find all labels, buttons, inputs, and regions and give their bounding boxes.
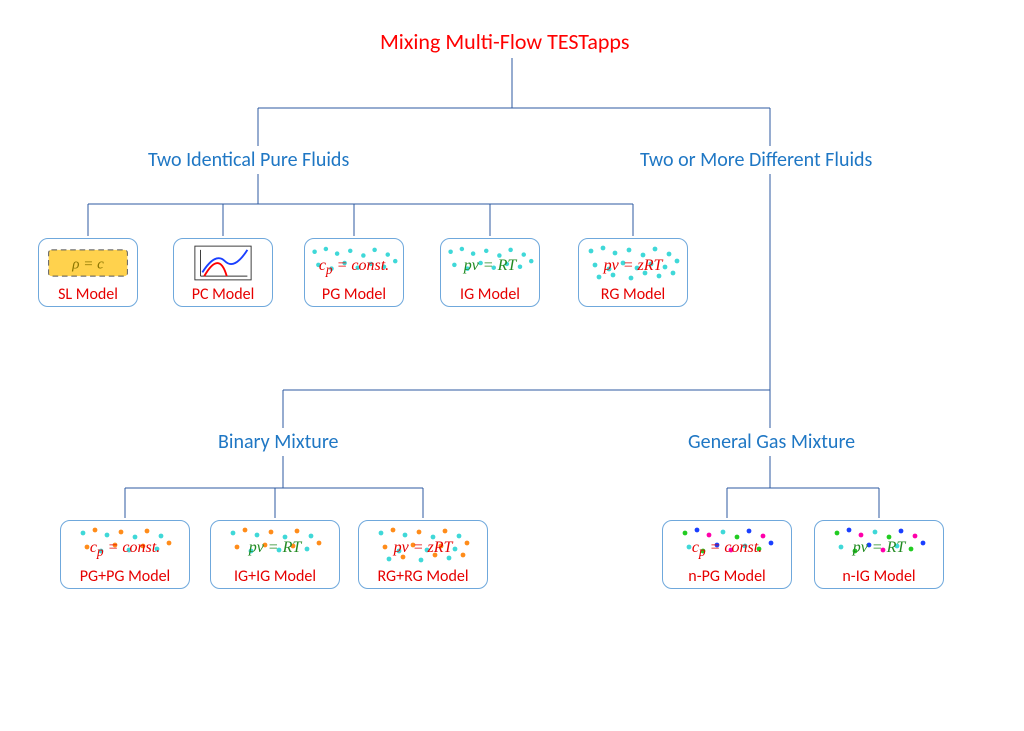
node-sl[interactable]: ρ = c SL Model (38, 238, 138, 307)
node-rg[interactable]: pv = zRT RG Model (578, 238, 688, 307)
subhead-identical: Two Identical Pure Fluids (148, 148, 349, 172)
node-label: PG Model (309, 285, 399, 304)
node-label: PG+PG Model (65, 567, 185, 586)
node-label: n-PG Model (667, 567, 787, 586)
node-label: SL Model (43, 285, 133, 304)
node-label: RG Model (583, 285, 683, 304)
node-nig[interactable]: pv = RT n-IG Model (814, 520, 944, 589)
node-pgpg[interactable]: cp = const. PG+PG Model (60, 520, 190, 589)
formula-text: pv = RT (819, 539, 939, 557)
formula-text: cp = const. (667, 539, 787, 560)
node-pg[interactable]: cp = const. PG Model (304, 238, 404, 307)
node-label: RG+RG Model (363, 567, 483, 586)
formula-text: pv = RT (215, 539, 335, 557)
node-ig[interactable]: pv = RT IG Model (440, 238, 540, 307)
diagram-title: Mixing Multi-Flow TESTapps (380, 28, 629, 55)
node-label: IG Model (445, 285, 535, 304)
node-label: PC Model (178, 285, 268, 304)
connector-layer (0, 0, 1024, 731)
node-icon (178, 243, 268, 283)
svg-text:ρ = c: ρ = c (71, 257, 104, 273)
subhead-general: General Gas Mixture (688, 430, 855, 454)
node-pc[interactable]: PC Model (173, 238, 273, 307)
formula-text: cp = const. (309, 257, 399, 278)
node-icon: pv = RT (819, 525, 939, 565)
node-icon: pv = RT (215, 525, 335, 565)
formula-text: pv = RT (445, 257, 535, 275)
formula-text: cp = const. (65, 539, 185, 560)
node-icon: cp = const. (667, 525, 787, 565)
formula-text: pv = zRT (583, 257, 683, 275)
node-npg[interactable]: cp = const. n-PG Model (662, 520, 792, 589)
subhead-binary: Binary Mixture (218, 430, 338, 454)
node-rgrg[interactable]: pv = zRT RG+RG Model (358, 520, 488, 589)
subhead-different: Two or More Different Fluids (640, 148, 872, 172)
node-icon: ρ = c (43, 243, 133, 283)
formula-text: pv = zRT (363, 539, 483, 557)
node-icon: cp = const. (309, 243, 399, 283)
node-igig[interactable]: pv = RT IG+IG Model (210, 520, 340, 589)
node-icon: pv = zRT (583, 243, 683, 283)
node-label: IG+IG Model (215, 567, 335, 586)
node-icon: pv = zRT (363, 525, 483, 565)
node-icon: pv = RT (445, 243, 535, 283)
node-label: n-IG Model (819, 567, 939, 586)
node-icon: cp = const. (65, 525, 185, 565)
